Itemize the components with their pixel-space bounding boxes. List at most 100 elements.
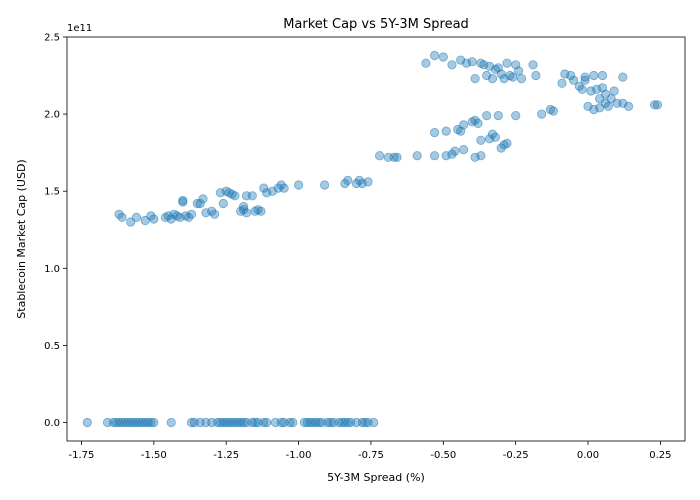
data-point: [528, 60, 538, 70]
data-point: [357, 178, 367, 189]
data-point: [149, 214, 159, 224]
data-point: [131, 212, 142, 222]
data-point: [499, 74, 509, 84]
x-axis-label: 5Y-3M Spread (%): [327, 471, 425, 484]
plot-frame: [66, 36, 686, 442]
data-point: [482, 70, 492, 81]
x-tick-label: -1.75: [69, 450, 95, 461]
y-tick-label: 1.5: [44, 187, 60, 198]
data-point: [224, 188, 234, 198]
data-point: [548, 106, 558, 116]
data-point: [441, 151, 451, 161]
data-point: [262, 188, 272, 198]
data-point: [236, 206, 246, 216]
data-point: [649, 100, 660, 110]
data-point: [499, 140, 509, 150]
data-point: [447, 60, 457, 70]
y-axis-ticks: 0.0 0.5 1.0 1.5 2.0 2.5: [44, 33, 67, 429]
data-point: [218, 198, 228, 209]
data-point: [583, 101, 593, 112]
y-tick-label: 0.0: [44, 418, 60, 429]
data-point: [421, 58, 431, 68]
data-point: [476, 135, 486, 145]
data-point: [652, 100, 663, 110]
data-point: [259, 183, 269, 193]
data-point: [201, 208, 211, 218]
data-point: [285, 417, 295, 428]
data-point: [456, 55, 466, 65]
data-point: [247, 191, 257, 201]
data-point: [412, 151, 422, 161]
data-point: [389, 152, 399, 162]
data-point: [429, 50, 440, 61]
x-tick-label: -0.75: [358, 450, 384, 461]
x-tick-label: 0.25: [649, 450, 671, 461]
x-axis-ticks: -1.75 -1.50 -1.25 -1.00 -0.75 -0.50 -0.25 0.00 0…: [69, 441, 672, 461]
data-point: [227, 189, 237, 199]
data-point: [482, 111, 492, 121]
data-point: [531, 70, 541, 81]
data-point: [253, 205, 263, 215]
data-point: [160, 212, 170, 222]
data-point: [597, 70, 608, 81]
data-point: [369, 417, 379, 428]
data-point: [450, 146, 460, 156]
data-point: [470, 152, 480, 162]
data-point: [577, 84, 587, 95]
data-point: [560, 69, 570, 79]
data-point: [195, 198, 205, 209]
data-point: [623, 101, 634, 112]
data-point: [496, 69, 506, 79]
data-point: [467, 117, 477, 127]
data-point: [438, 52, 448, 62]
data-point: [429, 151, 440, 161]
data-point: [589, 104, 599, 115]
data-point: [502, 58, 512, 68]
data-point: [146, 417, 156, 428]
data-point: [505, 70, 515, 81]
data-point: [484, 61, 495, 71]
x-tick-label: 0.00: [577, 450, 599, 461]
data-point: [288, 417, 298, 428]
data-point: [609, 86, 619, 96]
x-tick-label: -0.25: [503, 450, 529, 461]
data-point: [117, 212, 127, 222]
x-tick-label: -1.00: [286, 450, 312, 461]
data-point: [429, 128, 440, 138]
y-axis-scale-label: 1e11: [67, 23, 92, 34]
data-point: [511, 111, 521, 121]
data-point: [516, 74, 527, 84]
data-point: [568, 75, 579, 85]
data-point: [476, 151, 486, 161]
data-point: [262, 417, 272, 428]
data-point: [343, 175, 353, 185]
data-point: [508, 72, 518, 82]
data-point: [545, 104, 556, 115]
x-tick-label: -1.25: [213, 450, 239, 461]
data-point: [259, 417, 269, 428]
data-point: [293, 180, 304, 190]
data-point: [467, 57, 477, 67]
data-point: [198, 194, 208, 204]
data-point: [241, 208, 252, 218]
y-tick-label: 1.0: [44, 264, 60, 275]
data-point: [178, 197, 188, 207]
data-point: [502, 138, 512, 148]
data-point: [470, 74, 480, 84]
chart-title: Market Cap vs 5Y-3M Spread: [283, 17, 469, 32]
data-point: [537, 109, 547, 119]
data-point: [618, 98, 628, 108]
data-point: [487, 74, 498, 84]
data-point: [566, 70, 576, 81]
data-point: [473, 118, 483, 129]
data-point: [484, 134, 495, 144]
data-point: [82, 417, 92, 428]
data-point: [210, 209, 220, 219]
data-point: [586, 86, 596, 96]
data-points: [82, 50, 663, 428]
data-point: [230, 191, 240, 201]
data-point: [392, 152, 402, 162]
data-point: [279, 183, 289, 193]
